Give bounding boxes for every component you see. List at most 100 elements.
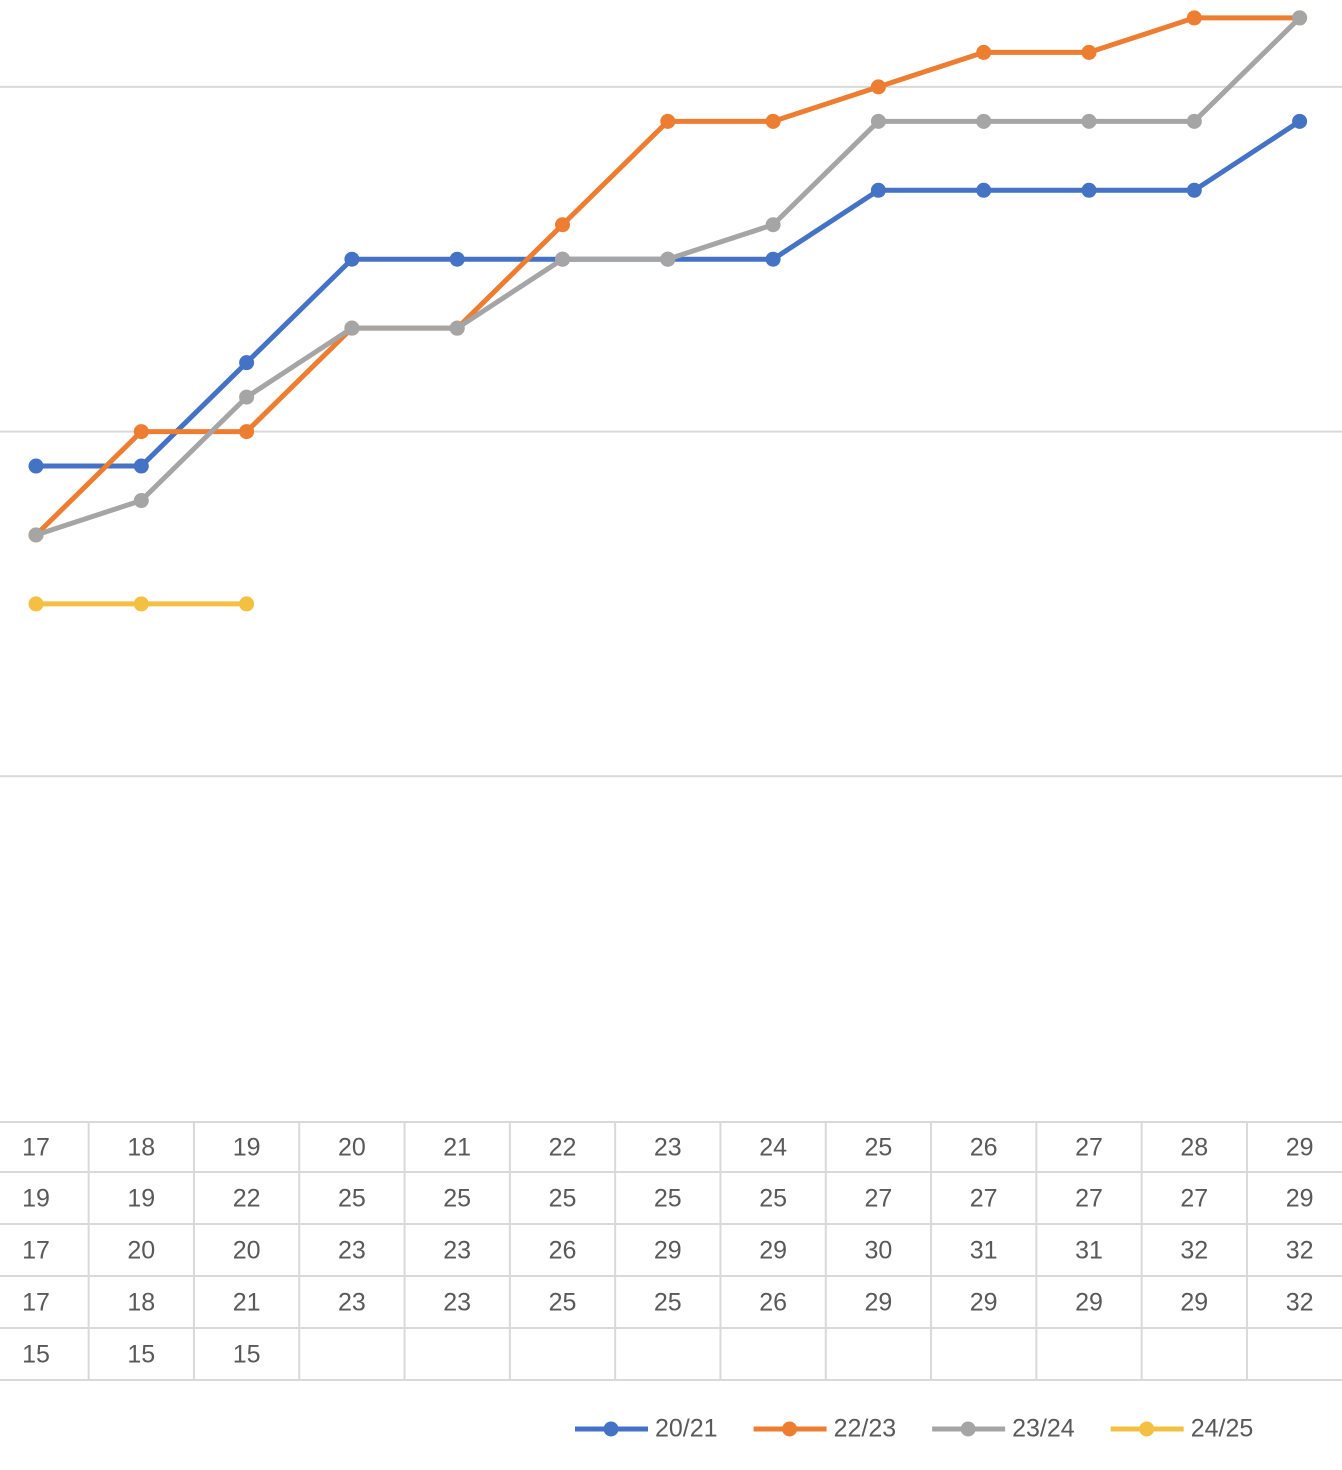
table-cell: 15 — [233, 1341, 261, 1369]
data-point — [239, 596, 255, 612]
table-cell: 25 — [654, 1185, 682, 1213]
table-cell: 27 — [1180, 1185, 1208, 1213]
data-point — [976, 182, 992, 198]
table-cell: 20 — [127, 1237, 155, 1265]
data-point — [870, 182, 886, 198]
table-header: 27 — [1075, 1134, 1103, 1162]
table-header: 21 — [443, 1134, 471, 1162]
data-point — [765, 251, 781, 267]
legend-marker — [782, 1421, 798, 1437]
table-cell: 25 — [549, 1289, 577, 1317]
table-cell: 25 — [759, 1185, 787, 1213]
data-point — [133, 458, 149, 474]
legend-marker — [1139, 1421, 1155, 1437]
table-cell: 31 — [1075, 1237, 1103, 1265]
table-cell: 19 — [127, 1185, 155, 1213]
table-cell: 32 — [1286, 1237, 1314, 1265]
table-header: 24 — [759, 1134, 787, 1162]
data-point — [555, 251, 570, 267]
data-point — [449, 251, 465, 267]
table-cell: 29 — [970, 1289, 998, 1317]
table-header: 23 — [654, 1134, 682, 1162]
table-cell: 21 — [233, 1289, 261, 1317]
data-point — [344, 251, 360, 267]
data-point — [660, 113, 676, 129]
data-point — [870, 79, 886, 95]
table-cell: 27 — [1075, 1185, 1103, 1213]
table-cell: 31 — [970, 1237, 998, 1265]
data-point — [133, 596, 149, 612]
table-cell: 25 — [549, 1185, 577, 1213]
data-point — [765, 113, 781, 129]
table-cell: 32 — [1180, 1237, 1208, 1265]
table-cell: 29 — [654, 1237, 682, 1265]
table-cell: 15 — [22, 1341, 50, 1369]
table-cell: 29 — [759, 1237, 787, 1265]
table-header: 17 — [22, 1134, 50, 1162]
series-line — [35, 16, 1302, 538]
data-point — [344, 320, 360, 336]
legend-label: 24/25 — [1191, 1415, 1254, 1443]
table-cell: 23 — [443, 1289, 471, 1317]
legend-marker — [960, 1421, 976, 1437]
series-line — [34, 15, 1300, 537]
table-cell: 32 — [1286, 1289, 1314, 1317]
table-header: 25 — [864, 1134, 892, 1162]
data-point — [1186, 10, 1202, 26]
table-header: 28 — [1180, 1134, 1208, 1162]
table-cell: 27 — [970, 1185, 998, 1213]
table-cell: 26 — [549, 1237, 577, 1265]
data-point — [976, 113, 992, 129]
data-point — [976, 44, 992, 60]
table-cell: 17 — [22, 1289, 50, 1317]
data-point — [1081, 182, 1097, 198]
data-point — [133, 424, 149, 440]
table-cell: 25 — [443, 1185, 471, 1213]
data-point — [28, 527, 44, 543]
data-point — [555, 217, 570, 233]
data-point — [1081, 113, 1097, 129]
table-header: 29 — [1286, 1134, 1314, 1162]
table-cell: 23 — [338, 1289, 366, 1317]
table-cell: 30 — [864, 1237, 892, 1265]
data-point — [28, 596, 44, 612]
data-point — [765, 217, 781, 233]
data-point — [28, 458, 44, 474]
table-cell: 19 — [22, 1185, 50, 1213]
table-cell: 23 — [338, 1237, 366, 1265]
table-header: 18 — [127, 1134, 155, 1162]
data-point — [449, 320, 465, 336]
legend-label: 20/21 — [655, 1415, 718, 1443]
table-cell: 18 — [127, 1289, 155, 1317]
table-cell: 27 — [864, 1185, 892, 1213]
table-cell: 29 — [864, 1289, 892, 1317]
data-point — [1186, 182, 1202, 198]
table-cell: 15 — [127, 1341, 155, 1369]
table-cell: 29 — [1286, 1185, 1314, 1213]
data-point — [1081, 44, 1097, 60]
data-point — [870, 113, 886, 129]
table-cell: 23 — [443, 1237, 471, 1265]
table-cell: 29 — [1180, 1289, 1208, 1317]
data-point — [239, 389, 255, 405]
table-header: 19 — [233, 1134, 261, 1162]
table-cell: 26 — [759, 1289, 787, 1317]
table-cell: 20 — [233, 1237, 261, 1265]
table-header: 26 — [970, 1134, 998, 1162]
data-point — [1292, 113, 1308, 129]
data-point — [239, 355, 255, 371]
table-cell: 25 — [338, 1185, 366, 1213]
legend-label: 22/23 — [834, 1415, 897, 1443]
data-point — [1292, 10, 1308, 26]
data-point — [660, 251, 676, 267]
table-header: 20 — [338, 1134, 366, 1162]
table-cell: 17 — [22, 1237, 50, 1265]
data-point — [133, 493, 149, 509]
table-cell: 25 — [654, 1289, 682, 1317]
table-cell: 29 — [1075, 1289, 1103, 1317]
data-point — [239, 424, 255, 440]
table-header: 22 — [549, 1134, 577, 1162]
table-cell: 22 — [233, 1185, 261, 1213]
legend-marker — [603, 1421, 619, 1437]
